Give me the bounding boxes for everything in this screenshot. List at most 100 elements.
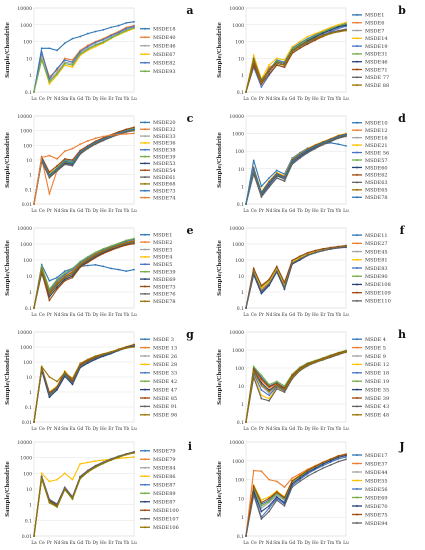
legend-marker [356, 144, 358, 147]
legend-marker [356, 258, 358, 261]
data-point [71, 59, 74, 61]
y-tick-label: 10 [26, 375, 32, 381]
series-line [33, 451, 135, 537]
legend-entry: MSDE44 [365, 470, 388, 476]
legend-entry: MSDE46 [365, 60, 388, 66]
data-point [102, 41, 105, 44]
legend-marker [144, 292, 146, 295]
data-point [245, 91, 247, 93]
data-point [291, 376, 294, 379]
series-line [33, 25, 135, 93]
data-point [33, 91, 35, 93]
data-point [314, 39, 317, 42]
data-point [48, 83, 51, 85]
data-point [314, 147, 317, 150]
data-point [275, 491, 278, 493]
legend-marker [144, 278, 146, 281]
data-point [345, 21, 347, 24]
x-tick-label: Tb [85, 313, 91, 318]
data-point [102, 135, 105, 138]
series-line [33, 263, 135, 309]
series-line [33, 346, 135, 423]
x-tick-label: Sm [273, 541, 281, 546]
y-tick-label: 10000 [229, 226, 244, 232]
data-point [102, 265, 105, 268]
data-point [268, 397, 270, 400]
series-line [33, 345, 135, 423]
legend-marker [144, 53, 146, 56]
x-tick-label: Lu [343, 97, 349, 102]
series-line [245, 142, 347, 205]
data-point [79, 35, 82, 38]
data-point [345, 25, 347, 28]
y-tick-label: 1 [241, 515, 244, 521]
x-tick-label: Er [108, 427, 114, 432]
legend-marker [144, 509, 146, 512]
data-point [133, 268, 135, 271]
data-point [283, 385, 286, 387]
legend-marker [356, 84, 358, 87]
y-tick-label: 10 [26, 487, 32, 493]
data-point [260, 287, 263, 289]
series-line [33, 241, 135, 309]
data-point [337, 352, 340, 355]
series-line [33, 456, 135, 537]
series-line [245, 453, 347, 537]
legend-marker [144, 141, 146, 144]
series-line [245, 350, 347, 423]
x-tick-label: Eu [281, 541, 287, 546]
data-point [268, 510, 270, 513]
series-line [33, 126, 135, 205]
y-tick-label: 1000 [232, 242, 244, 248]
data-point [110, 26, 112, 29]
legend-entry: MSDE79 [153, 457, 176, 463]
legend-marker [356, 159, 358, 161]
data-point [298, 368, 301, 371]
data-point [33, 421, 35, 423]
data-point [275, 169, 278, 172]
y-tick-label: 1 [241, 290, 244, 296]
y-tick-label: 10000 [17, 440, 32, 446]
data-point [283, 504, 286, 507]
legend-entry: MSDE54 [153, 168, 176, 174]
series-line [245, 455, 347, 537]
y-tick-label: 10 [238, 167, 244, 173]
data-point [298, 44, 301, 47]
data-point [117, 456, 120, 459]
data-point [306, 43, 309, 46]
data-point [268, 64, 270, 66]
panel-letter: J [398, 440, 404, 453]
data-point [63, 157, 66, 160]
y-tick-label: 100 [235, 366, 244, 372]
data-point [125, 270, 128, 273]
data-point [133, 25, 135, 28]
data-point [79, 362, 82, 365]
data-point [252, 167, 255, 170]
data-point [329, 247, 332, 250]
x-tick-label: Yb [122, 209, 129, 214]
data-point [125, 133, 128, 135]
y-tick-label: 1000 [20, 456, 32, 462]
data-point [337, 135, 340, 138]
data-point [345, 135, 347, 138]
legend-entry: MSDE89 [153, 491, 176, 497]
series-line [33, 452, 135, 537]
data-point [79, 143, 82, 146]
series-line [245, 351, 347, 423]
legend-entry: MSDE70 [365, 504, 388, 510]
data-point [94, 256, 97, 259]
data-point [275, 380, 278, 383]
legend-entry: MSDE10 [365, 121, 388, 127]
x-tick-label: Ce [251, 97, 257, 102]
y-tick-label: 10000 [229, 114, 244, 120]
legend-marker [356, 188, 358, 191]
series-line [245, 453, 347, 537]
x-tick-label: Ce [39, 97, 45, 102]
data-point [102, 459, 105, 461]
data-point [117, 246, 120, 249]
data-point [283, 501, 286, 504]
x-tick-label: Eu [69, 209, 75, 214]
y-tick-label: 1000 [20, 23, 32, 29]
data-point [298, 154, 301, 157]
